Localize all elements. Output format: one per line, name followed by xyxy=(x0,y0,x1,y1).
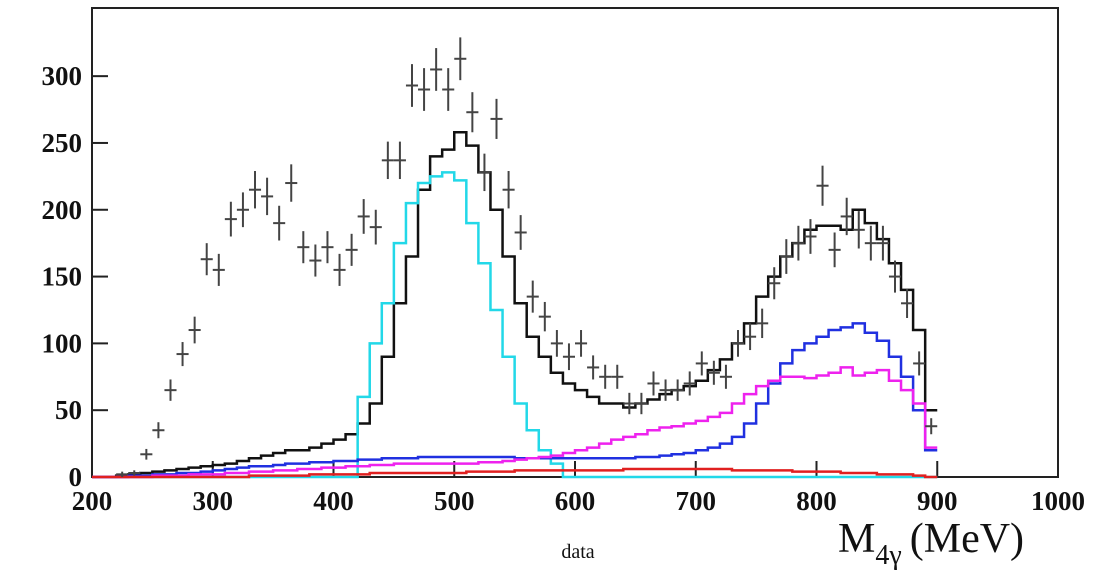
y-tick-label: 250 xyxy=(42,128,83,158)
x-label-main: M xyxy=(838,516,875,562)
y-tick-label: 200 xyxy=(42,195,83,225)
histogram-line xyxy=(92,366,938,479)
plot: 0 50 100 150 200 250 300 200 300 400 500 600 700 800 9… xyxy=(42,37,1085,516)
x-axis-label: M4γ (MeV) xyxy=(838,516,1024,571)
x-label-unit: (MeV) xyxy=(910,516,1024,562)
y-tick-label: 150 xyxy=(42,262,83,292)
x-tick-label: 600 xyxy=(555,486,596,516)
histogram-line xyxy=(92,171,938,479)
x-tick-label: 200 xyxy=(72,486,113,516)
y-tick-label: 50 xyxy=(55,395,82,425)
y-tick-label: 0 xyxy=(69,462,83,492)
histogram-line xyxy=(92,467,938,479)
x-tick-label: 300 xyxy=(193,486,234,516)
caption: data xyxy=(561,541,594,563)
y-tick-label: 300 xyxy=(42,61,83,91)
x-tick-label: 500 xyxy=(434,486,475,516)
histogram-line xyxy=(92,131,938,479)
x-tick-label: 700 xyxy=(676,486,717,516)
x-tick-label: 800 xyxy=(796,486,837,516)
x-tick-label: 1000 xyxy=(1031,486,1085,516)
y-tick-label: 100 xyxy=(42,328,83,358)
histogram-line xyxy=(92,322,938,479)
x-label-sub: 4γ xyxy=(875,540,901,571)
x-tick-label: 400 xyxy=(313,486,354,516)
x-tick-label: 900 xyxy=(917,486,958,516)
